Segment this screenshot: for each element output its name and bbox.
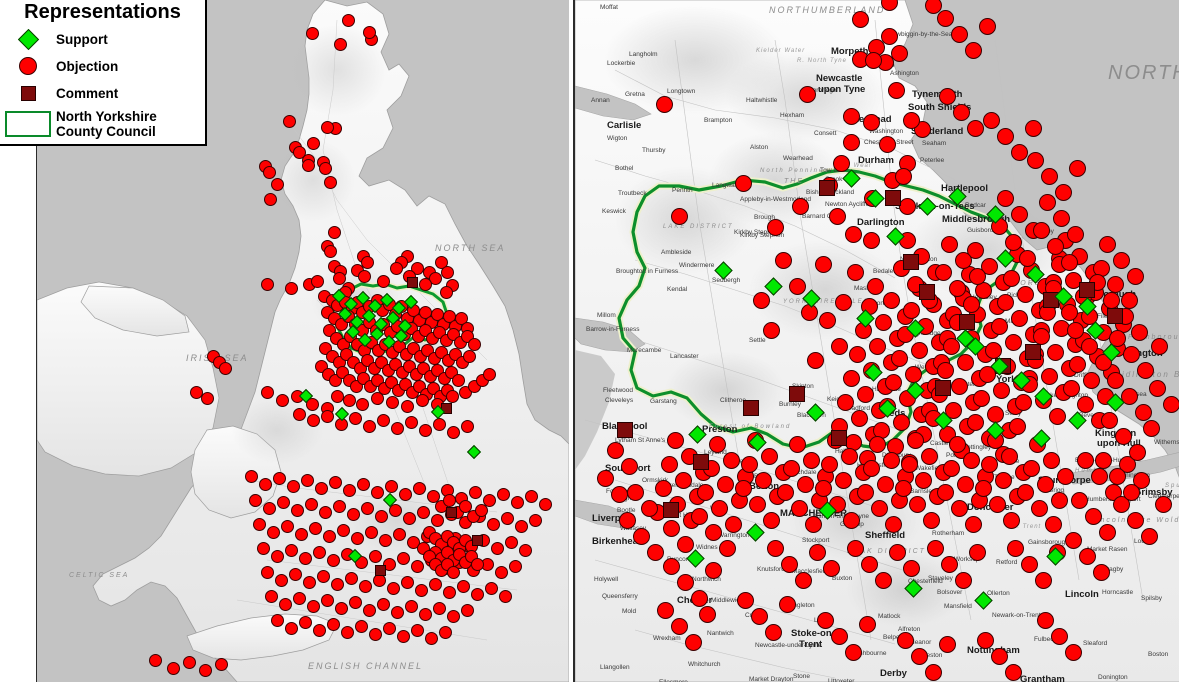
- legend-label-comment: Comment: [56, 85, 119, 101]
- legend-row-boundary: North Yorkshire County Council: [0, 109, 205, 147]
- legend-row-comment: Comment: [0, 82, 205, 104]
- cropped-edge-text: ss: [0, 392, 6, 426]
- detail-landmass: [575, 0, 1179, 682]
- legend-row-objection: Objection: [0, 55, 205, 77]
- boundary-rect-icon: [0, 109, 56, 137]
- legend-label-objection: Objection: [56, 58, 119, 74]
- legend-label-support: Support: [56, 31, 108, 47]
- map-legend: Representations Support Objection Commen…: [0, 0, 207, 146]
- legend-label-boundary: North Yorkshire County Council: [56, 109, 157, 139]
- detail-map-panel[interactable]: Moffat Langholm Lockerbie Longtown Gretna Ann…: [573, 0, 1179, 682]
- objection-circle-icon: [0, 57, 56, 75]
- comment-square-icon: [0, 85, 56, 101]
- support-diamond-icon: [0, 28, 56, 50]
- legend-row-support: Support: [0, 28, 205, 50]
- legend-title: Representations: [24, 1, 181, 23]
